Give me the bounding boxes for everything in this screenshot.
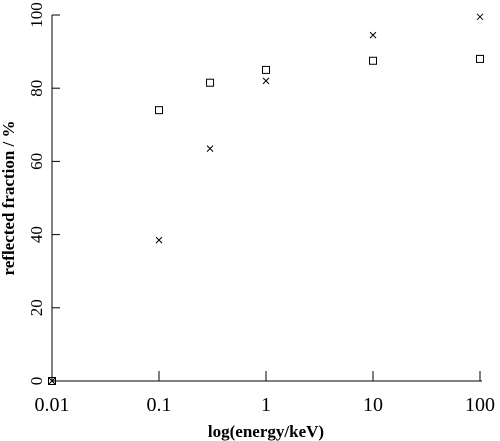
square-marker — [206, 78, 215, 87]
y-tick-label: 60 — [27, 153, 46, 170]
x-tick-label: 0.01 — [35, 394, 70, 416]
y-tick-label: 80 — [27, 80, 46, 97]
square-marker — [48, 377, 56, 385]
y-tick-label: 0 — [27, 377, 46, 386]
square-marker — [476, 54, 484, 63]
y-tick-label: 100 — [27, 2, 46, 28]
x-marker — [48, 377, 56, 385]
x-axis-title: log(energy/keV) — [208, 422, 324, 441]
x-tick-label: 0.1 — [147, 394, 172, 416]
y-tick-label: 20 — [27, 299, 46, 316]
x-tick-label: 100 — [465, 394, 495, 416]
x-marker — [155, 236, 163, 244]
y-axis-title: reflected fraction / % — [0, 121, 18, 276]
square-marker — [369, 56, 377, 65]
square-marker — [262, 65, 270, 74]
x-tick-label: 1 — [261, 394, 271, 416]
x-marker — [206, 145, 214, 152]
square-marker — [155, 106, 163, 115]
x-marker — [369, 31, 377, 39]
x-tick-label: 10 — [363, 394, 383, 416]
x-marker — [476, 13, 484, 21]
x-marker — [262, 77, 270, 85]
y-tick-label: 40 — [27, 226, 46, 243]
